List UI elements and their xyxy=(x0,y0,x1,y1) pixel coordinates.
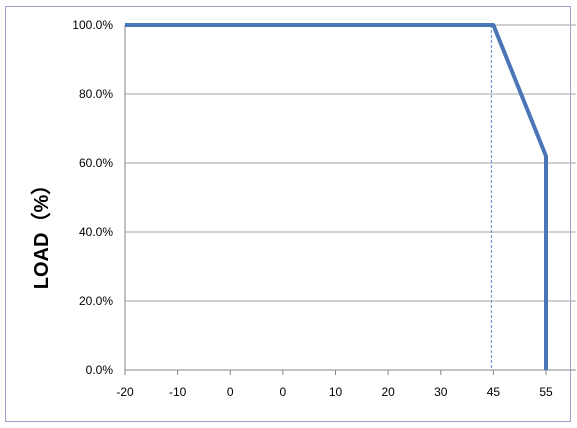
x-tick-label: 55 xyxy=(539,385,553,399)
y-tick-label: 20.0% xyxy=(79,294,113,308)
y-tick-label: 80.0% xyxy=(79,87,113,101)
x-tick-label: 30 xyxy=(434,385,448,399)
y-axis-title: LOAD（%） xyxy=(30,175,53,289)
x-tick-labels: -20 -10 0 0 10 20 30 45 55 xyxy=(116,385,553,399)
y-tick-label: 60.0% xyxy=(79,156,113,170)
series-lines xyxy=(125,23,548,370)
x-tick-label: 20 xyxy=(381,385,395,399)
x-tick-label: -10 xyxy=(169,385,187,399)
axes xyxy=(124,25,576,375)
x-tick-label: 0 xyxy=(227,385,234,399)
y-tick-label: 100.0% xyxy=(72,18,113,32)
x-tick-label: 45 xyxy=(487,385,501,399)
series-line xyxy=(125,23,548,370)
x-tick-label: 10 xyxy=(329,385,343,399)
y-tick-labels: 0.0% 20.0% 40.0% 60.0% 80.0% 100.0% xyxy=(72,18,113,377)
x-tick-label: -20 xyxy=(116,385,134,399)
y-tick-label: 40.0% xyxy=(79,225,113,239)
chart-frame xyxy=(5,6,571,422)
x-tick-label: 0 xyxy=(280,385,287,399)
y-tick-label: 0.0% xyxy=(86,363,114,377)
